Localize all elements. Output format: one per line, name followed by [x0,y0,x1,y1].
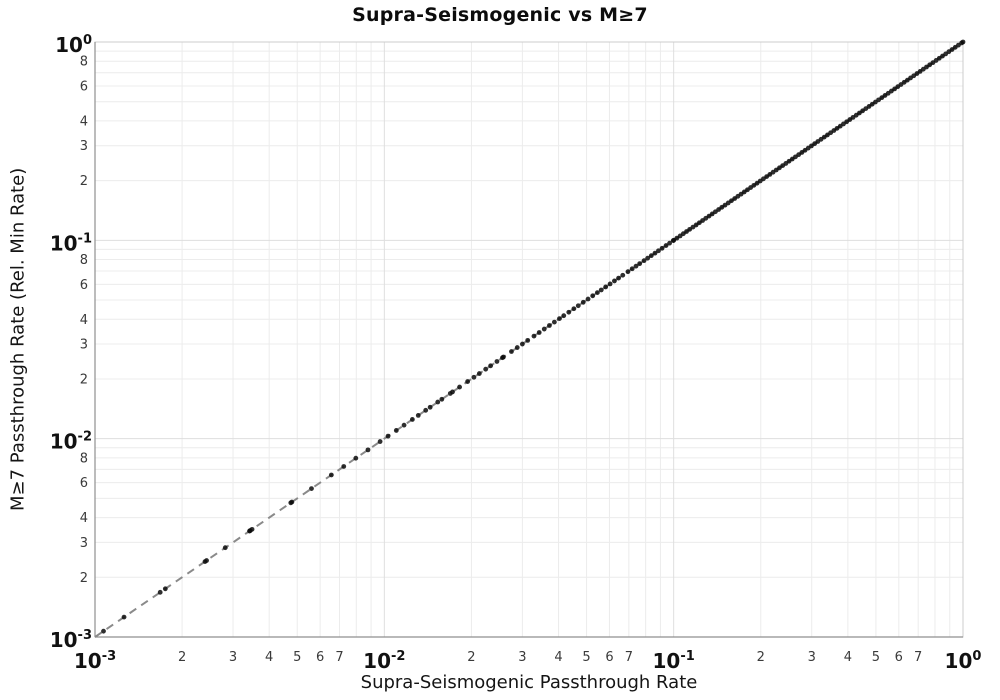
svg-text:5: 5 [872,650,880,665]
svg-text:3: 3 [80,338,88,353]
svg-text:8: 8 [80,451,88,466]
svg-text:6: 6 [80,80,88,95]
svg-text:10-3: 10-3 [50,628,92,652]
chart-title: Supra-Seismogenic vs M≥7 [352,4,648,26]
svg-text:10-2: 10-2 [363,649,405,673]
svg-text:3: 3 [80,536,88,551]
svg-text:2: 2 [467,650,475,665]
svg-text:3: 3 [518,650,526,665]
svg-text:2: 2 [757,650,765,665]
svg-text:7: 7 [625,650,633,665]
svg-text:10-3: 10-3 [74,649,116,673]
svg-text:3: 3 [808,650,816,665]
svg-text:7: 7 [335,650,343,665]
svg-text:8: 8 [80,55,88,70]
svg-text:4: 4 [844,650,852,665]
svg-text:10-1: 10-1 [653,649,695,673]
svg-text:6: 6 [895,650,903,665]
svg-text:2: 2 [178,650,186,665]
svg-text:10-2: 10-2 [50,430,92,454]
svg-text:6: 6 [80,278,88,293]
svg-text:2: 2 [80,571,88,586]
svg-text:3: 3 [229,650,237,665]
x-axis-label: Supra-Seismogenic Passthrough Rate [360,672,698,693]
svg-text:6: 6 [605,650,613,665]
svg-text:5: 5 [582,650,590,665]
svg-text:4: 4 [554,650,562,665]
svg-text:100: 100 [945,649,982,673]
svg-text:4: 4 [80,313,88,328]
svg-text:2: 2 [80,372,88,387]
svg-text:100: 100 [55,33,92,57]
svg-text:2: 2 [80,174,88,189]
svg-text:6: 6 [316,650,324,665]
svg-text:8: 8 [80,253,88,268]
svg-text:4: 4 [80,114,88,129]
svg-text:6: 6 [80,476,88,491]
svg-text:5: 5 [293,650,301,665]
svg-text:4: 4 [265,650,273,665]
svg-text:10-1: 10-1 [50,231,92,255]
svg-text:4: 4 [80,511,88,526]
svg-text:7: 7 [914,650,922,665]
svg-text:3: 3 [80,139,88,154]
